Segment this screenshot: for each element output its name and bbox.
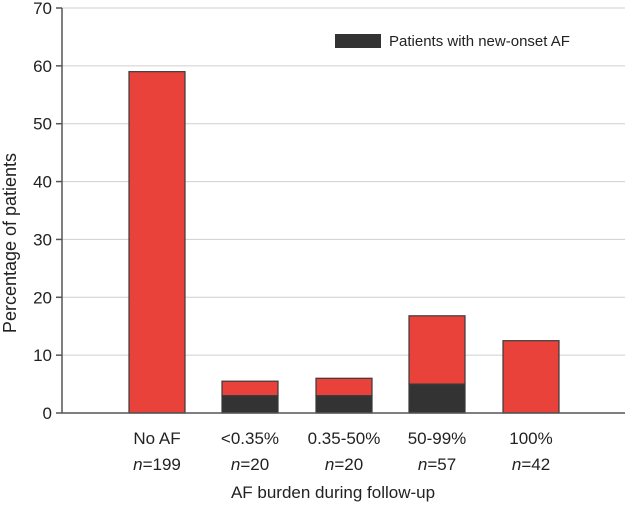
x-tick-n-label: n=20 xyxy=(231,455,269,474)
x-tick-label: <0.35% xyxy=(221,429,279,448)
x-tick-n-label: n=57 xyxy=(418,455,456,474)
bar-segment xyxy=(315,377,373,397)
x-tick-label: 0.35-50% xyxy=(308,429,381,448)
y-axis-label: Percentage of patients xyxy=(0,153,20,333)
bar-segment-new-onset-af xyxy=(408,383,466,414)
y-tick-label: 70 xyxy=(33,0,52,18)
y-tick-labels: 0 10 20 30 40 50 60 70 xyxy=(33,0,52,423)
y-tick-label: 60 xyxy=(33,57,52,76)
y-tick-label: 10 xyxy=(33,346,52,365)
y-tick-label: 30 xyxy=(33,230,52,249)
bar-segment xyxy=(502,340,560,414)
x-tick-label: No AF xyxy=(133,429,180,448)
legend-label: Patients with new-onset AF xyxy=(389,33,570,50)
y-tick-label: 40 xyxy=(33,173,52,192)
axes xyxy=(56,7,625,414)
y-tick-label: 50 xyxy=(33,115,52,134)
bar-segment xyxy=(128,71,186,414)
bar-segment xyxy=(221,380,279,397)
x-tick-n-label: n=199 xyxy=(133,455,181,474)
legend: Patients with new-onset AF xyxy=(335,33,570,50)
bar-segment-new-onset-af xyxy=(221,395,279,414)
x-axis-label: AF burden during follow-up xyxy=(231,483,435,502)
bar-segment xyxy=(408,315,466,385)
x-tick-label: 100% xyxy=(509,429,552,448)
legend-swatch xyxy=(335,34,381,48)
x-tick-labels: No AF n=199 <0.35% n=20 0.35-50% n=20 50-99% n=… xyxy=(133,429,553,474)
bar-segment-new-onset-af xyxy=(315,395,373,414)
bars xyxy=(128,71,560,414)
y-tick-label: 0 xyxy=(43,404,52,423)
x-tick-n-label: n=20 xyxy=(325,455,363,474)
y-tick-label: 20 xyxy=(33,288,52,307)
x-tick-n-label: n=42 xyxy=(512,455,550,474)
x-tick-label: 50-99% xyxy=(408,429,467,448)
